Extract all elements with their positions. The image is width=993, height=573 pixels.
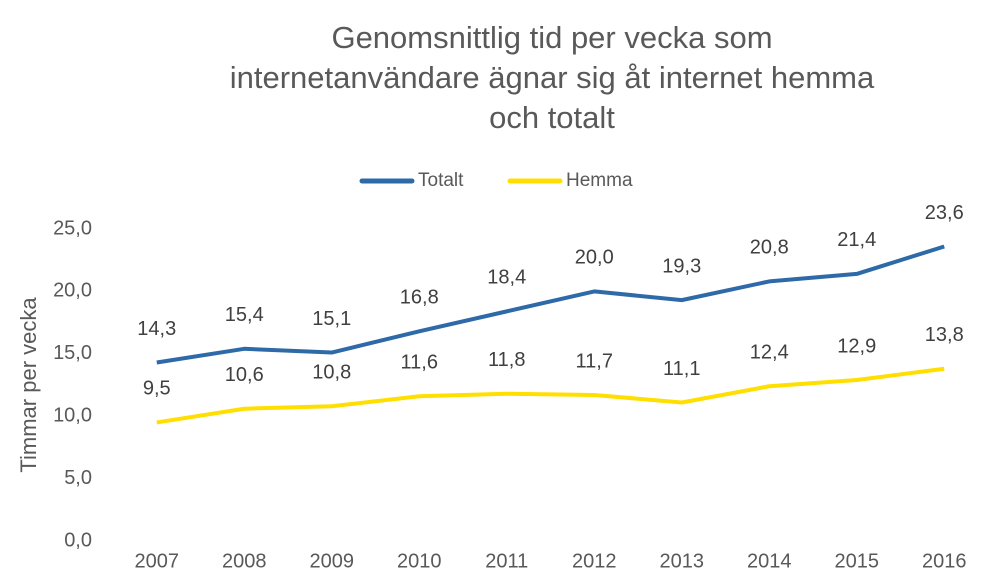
legend-label: Hemma [566,170,633,191]
x-tick-label: 2009 [310,550,355,572]
data-label: 11,6 [401,352,438,374]
data-label: 15,1 [312,308,351,330]
data-label: 11,8 [488,349,525,371]
x-tick-label: 2011 [485,550,528,572]
line-series [156,366,945,425]
x-tick-label: 2007 [135,550,180,572]
data-label: 15,4 [225,304,264,326]
data-label: 11,7 [576,350,613,372]
line-series [156,244,945,365]
y-tick-label: 20,0 [53,280,92,302]
data-label: 10,8 [312,361,351,383]
data-label: 23,6 [925,202,964,224]
data-label: 10,6 [225,364,264,386]
y-tick-label: 0,0 [64,529,92,551]
chart-title: och totalt [489,100,615,135]
x-tick-label: 2013 [660,550,705,572]
data-label: 16,8 [400,287,439,309]
data-label: 12,4 [750,342,789,364]
x-tick-label: 2015 [835,550,880,572]
data-label: 12,9 [837,335,876,357]
data-label: 21,4 [837,229,876,251]
data-label: 20,8 [750,237,789,259]
data-label: 14,3 [137,318,176,340]
x-tick-label: 2008 [222,550,267,572]
data-label: 13,8 [925,324,964,346]
x-tick-label: 2012 [572,550,617,572]
y-tick-label: 25,0 [53,217,92,239]
chart-title: Genomsnittlig tid per vecka som [331,20,772,55]
y-tick-label: 5,0 [64,467,92,489]
y-axis-title: Timmar per vecka [16,297,41,473]
data-label: 9,5 [143,378,171,400]
y-tick-label: 10,0 [53,404,92,426]
legend-label: Totalt [418,170,464,191]
y-tick-label: 15,0 [53,342,92,364]
data-label: 20,0 [575,247,614,269]
x-tick-label: 2016 [922,550,967,572]
data-label: 11,1 [663,358,700,380]
data-label: 19,3 [662,255,701,277]
data-label: 18,4 [487,267,526,289]
x-tick-label: 2014 [747,550,792,572]
chart-title: internetanvändare ägnar sig åt internet … [230,60,875,95]
x-tick-label: 2010 [397,550,442,572]
